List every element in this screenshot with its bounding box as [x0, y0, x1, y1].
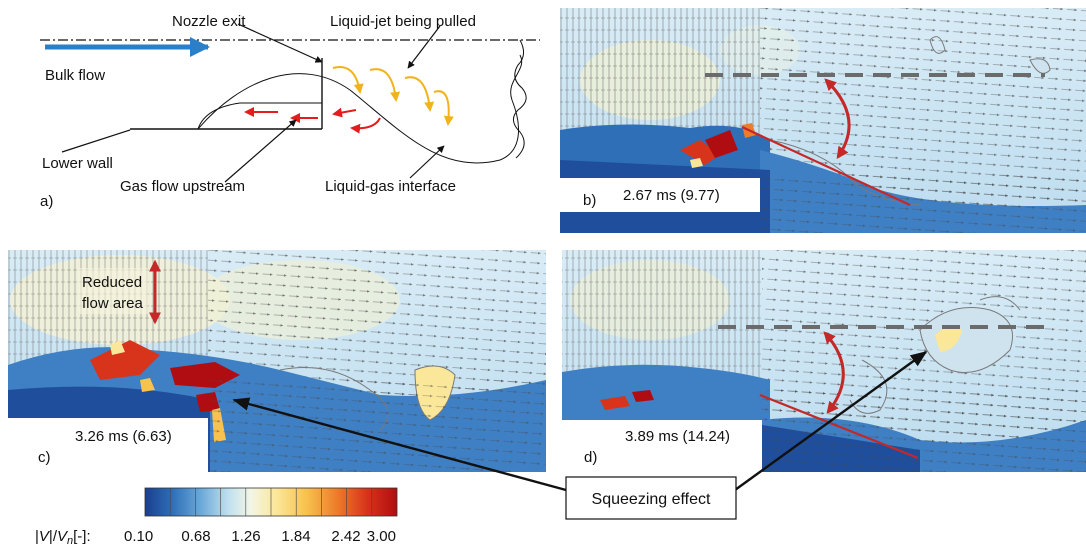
reduced-flow-label-bg [78, 268, 148, 314]
colorbar-dividers [169, 488, 373, 516]
colorbar-tick-label: 3.00 [367, 528, 396, 545]
panel-b-label-bg [560, 178, 760, 212]
panel-c-time: 3.26 ms (6.63) [75, 428, 172, 445]
colorbar-tick-label: 1.26 [231, 528, 260, 545]
squeeze-arrow-right [734, 351, 928, 491]
squeezing-annotation: Squeezing effect [232, 351, 928, 520]
colorbar-tick-label: 1.84 [281, 528, 310, 545]
interface-curve [197, 54, 523, 164]
wavy-liquid-edge [513, 39, 527, 159]
label-nozzle-exit: Nozzle exit [172, 13, 246, 30]
reduced-flow-line1: Reduced [82, 274, 142, 291]
colorbar-tick-label: 0.68 [181, 528, 210, 545]
colorbar-label: |V|/Vn[-]: [35, 528, 91, 547]
panel-a-letter: a) [40, 193, 53, 210]
panel-b-letter: b) [583, 192, 596, 209]
pointer-jet [407, 25, 441, 69]
panel-b-red-line [741, 126, 911, 206]
panel-c-label-bg [8, 418, 208, 472]
squeezing-effect-box [565, 476, 737, 520]
panel-c-overlays: Reduced flow area c) 3.26 ms (6.63) [8, 259, 208, 472]
colorbar-tick-label: 0.10 [124, 528, 153, 545]
label-gas-flow: Gas flow upstream [120, 178, 245, 195]
panel-d-red-line [759, 393, 919, 460]
colorbar: |V|/Vn[-]: 0.10 0.68 1.26 1.84 2.42 3.00 [35, 487, 398, 547]
label-liquid-jet: Liquid-jet being pulled [330, 13, 476, 30]
panel-d-angle-arc [823, 331, 845, 414]
label-bulk-flow: Bulk flow [45, 67, 105, 84]
gas-arrow-3 [332, 107, 357, 118]
label-lower-wall: Lower wall [42, 155, 113, 172]
panel-b-overlays: b) 2.67 ms (9.77) [560, 73, 1045, 212]
gas-arrow-4 [350, 117, 381, 134]
pointer-wall [61, 129, 131, 153]
liquid-arrow-4 [433, 90, 454, 126]
panel-d-letter: d) [584, 449, 597, 466]
colorbar-tick-label: 2.42 [331, 528, 360, 545]
wall-outline [197, 102, 322, 130]
liquid-arrow-1 [332, 66, 364, 94]
panel-d-overlays: d) 3.89 ms (14.24) [562, 325, 1045, 472]
squeeze-arrow-left [232, 397, 567, 492]
pointer-interface [409, 145, 445, 179]
liquid-arrow-2 [369, 68, 401, 102]
panel-b-angle-arc [824, 78, 851, 159]
panel-c-letter: c) [38, 449, 51, 466]
panel-d-label-bg [562, 420, 762, 472]
colorbar-ticks: 0.10 0.68 1.26 1.84 2.42 3.00 [124, 528, 396, 545]
panel-a-schematic: Nozzle exit Liquid-jet being pulled Bulk… [40, 13, 540, 210]
pointer-gas [224, 119, 297, 183]
liquid-arrow-3 [404, 76, 435, 112]
panel-d-time: 3.89 ms (14.24) [625, 428, 730, 445]
panel-b-time: 2.67 ms (9.77) [623, 187, 720, 204]
squeezing-effect-label: Squeezing effect [592, 491, 711, 508]
label-interface: Liquid-gas interface [325, 178, 456, 195]
reduced-flow-line2: flow area [82, 295, 144, 312]
pointer-nozzle [237, 23, 323, 63]
